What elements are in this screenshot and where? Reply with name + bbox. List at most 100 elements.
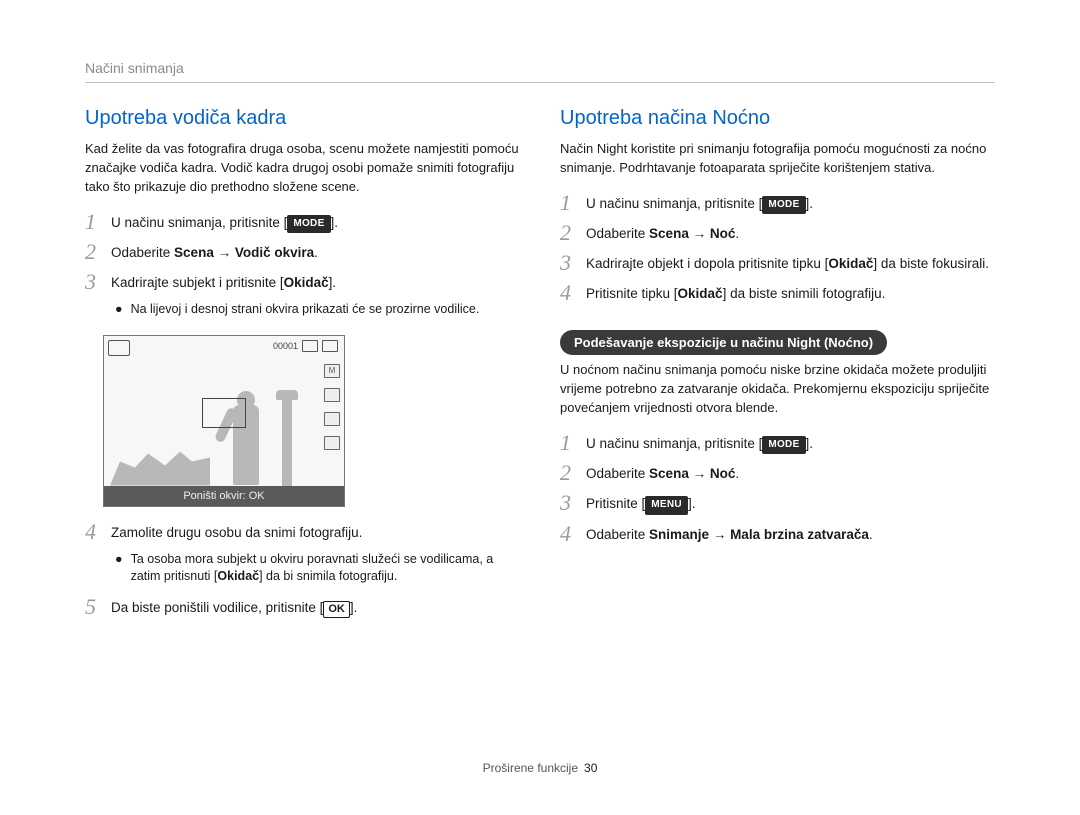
text: Odaberite xyxy=(111,245,174,260)
step-4: 4 Odaberite Snimanje → Mala brzina zatva… xyxy=(560,523,995,545)
step-text: U načinu snimanja, pritisnite [MODE]. xyxy=(111,211,520,234)
lcd-counter: 00001 xyxy=(273,341,298,351)
text: Odaberite xyxy=(586,527,649,542)
step-number: 1 xyxy=(560,192,586,214)
bullet-dot: ● xyxy=(115,551,123,586)
step-text: Kadrirajte subjekt i pritisnite [Okidač]… xyxy=(111,271,520,293)
step-text: Odaberite Scena → Vodič okvira. xyxy=(111,241,520,263)
step-text: Kadrirajte objekt i dopola pritisnite ti… xyxy=(586,252,995,274)
step-4: 4 Zamolite drugu osobu da snimi fotograf… xyxy=(85,521,520,543)
steps-right-b: 1 U načinu snimanja, pritisnite [MODE]. … xyxy=(560,432,995,553)
step-text: Pritisnite tipku [Okidač] da biste snimi… xyxy=(586,282,995,304)
text: U načinu snimanja, pritisnite [ xyxy=(586,436,762,451)
step-text: U načinu snimanja, pritisnite [MODE]. xyxy=(586,192,995,215)
text: ]. xyxy=(331,215,339,230)
bold: Scena → Noć xyxy=(649,466,735,481)
step-3: 3 Kadrirajte objekt i dopola pritisnite … xyxy=(560,252,995,274)
text: ]. xyxy=(350,600,358,615)
bold: Okidač xyxy=(284,275,329,290)
intro-right: Način Night koristite pri snimanju fotog… xyxy=(560,140,995,178)
text: ]. xyxy=(688,496,696,511)
text: ]. xyxy=(806,196,814,211)
step-2: 2 Odaberite Scena → Noć. xyxy=(560,462,995,484)
step-2: 2 Odaberite Scena → Noć. xyxy=(560,222,995,244)
text: ] da biste fokusirali. xyxy=(873,256,989,271)
mode-chip: MODE xyxy=(762,196,805,215)
text: . xyxy=(735,466,739,481)
sub-bullet: ● Ta osoba mora subjekt u okviru poravna… xyxy=(115,551,520,586)
lcd-footer-text: Poništi okvir: OK xyxy=(104,486,344,506)
step-number: 1 xyxy=(560,432,586,454)
bullet-dot: ● xyxy=(115,301,123,319)
step-number: 4 xyxy=(560,523,586,545)
lcd-top-bar: 00001 xyxy=(273,340,338,352)
lcd-battery-icon xyxy=(322,340,338,352)
left-column: Upotreba vodiča kadra Kad želite da vas … xyxy=(85,107,520,741)
step-1: 1 U načinu snimanja, pritisnite [MODE]. xyxy=(85,211,520,234)
exposure-pill: Podešavanje ekspozicije u načinu Night (… xyxy=(560,330,887,355)
step-text: Zamolite drugu osobu da snimi fotografij… xyxy=(111,521,520,543)
step-5: 5 Da biste poništili vodilice, pritisnit… xyxy=(85,596,520,619)
text: ]. xyxy=(329,275,337,290)
step-3: 3 Kadrirajte subjekt i pritisnite [Okida… xyxy=(85,271,520,293)
text: U načinu snimanja, pritisnite [ xyxy=(586,196,762,211)
step-3: 3 Pritisnite [MENU]. xyxy=(560,492,995,515)
text: Odaberite xyxy=(586,466,649,481)
step-number: 3 xyxy=(560,252,586,274)
intro-exposure: U noćnom načinu snimanja pomoću niske br… xyxy=(560,361,995,418)
step-text: Odaberite Snimanje → Mala brzina zatvara… xyxy=(586,523,995,545)
right-column: Upotreba načina Noćno Način Night korist… xyxy=(560,107,995,741)
text: Pritisnite [ xyxy=(586,496,645,511)
step-number: 2 xyxy=(560,462,586,484)
bold: Okidač xyxy=(678,286,723,301)
silhouette-mountains xyxy=(110,446,210,486)
page-footer: Proširene funkcije 30 xyxy=(85,741,995,775)
text: Pritisnite tipku [ xyxy=(586,286,678,301)
sub-bullet: ● Na lijevoj i desnoj strani okvira prik… xyxy=(115,301,520,319)
text: Kadrirajte objekt i dopola pritisnite ti… xyxy=(586,256,828,271)
menu-chip: MENU xyxy=(645,496,688,515)
text: ]. xyxy=(806,436,814,451)
step-number: 1 xyxy=(85,211,111,233)
camera-lcd-illustration: 00001 M xyxy=(103,335,345,507)
text: ] da biste snimili fotografiju. xyxy=(723,286,886,301)
silhouette-lamp xyxy=(282,396,292,486)
step-number: 4 xyxy=(85,521,111,543)
steps-right-a: 1 U načinu snimanja, pritisnite [MODE]. … xyxy=(560,192,995,313)
step-2: 2 Odaberite Scena → Vodič okvira. xyxy=(85,241,520,263)
page-number: 30 xyxy=(584,761,597,775)
step-number: 2 xyxy=(85,241,111,263)
step-text: Da biste poništili vodilice, pritisnite … xyxy=(111,596,520,619)
text: . xyxy=(314,245,318,260)
two-column-layout: Upotreba vodiča kadra Kad želite da vas … xyxy=(85,107,995,741)
steps-left: 1 U načinu snimanja, pritisnite [MODE]. … xyxy=(85,211,520,627)
text: U načinu snimanja, pritisnite [ xyxy=(111,215,287,230)
manual-page: Načini snimanja Upotreba vodiča kadra Ka… xyxy=(0,0,1080,815)
mode-chip: MODE xyxy=(287,215,330,234)
bold: Snimanje → Mala brzina zatvarača xyxy=(649,527,869,542)
text: . xyxy=(735,226,739,241)
step-4: 4 Pritisnite tipku [Okidač] da biste sni… xyxy=(560,282,995,304)
step-number: 4 xyxy=(560,282,586,304)
intro-left: Kad želite da vas fotografira druga osob… xyxy=(85,140,520,197)
step-text: Pritisnite [MENU]. xyxy=(586,492,995,515)
text: ] da bi snimila fotografiju. xyxy=(259,569,397,583)
step-number: 2 xyxy=(560,222,586,244)
sub-text: Ta osoba mora subjekt u okviru poravnati… xyxy=(131,551,520,586)
bold: Okidač xyxy=(828,256,873,271)
breadcrumb: Načini snimanja xyxy=(85,60,995,83)
step-1: 1 U načinu snimanja, pritisnite [MODE]. xyxy=(560,192,995,215)
text: Kadrirajte subjekt i pritisnite [ xyxy=(111,275,284,290)
bold: Okidač xyxy=(217,569,259,583)
lcd-sd-icon xyxy=(302,340,318,352)
step-number: 3 xyxy=(85,271,111,293)
section-title-right: Upotreba načina Noćno xyxy=(560,107,995,130)
ok-chip: OK xyxy=(323,601,350,619)
step-text: Odaberite Scena → Noć. xyxy=(586,222,995,244)
bold: Scena → Vodič okvira xyxy=(174,245,314,260)
sub-text: Na lijevoj i desnoj strani okvira prikaz… xyxy=(131,301,480,319)
text: Da biste poništili vodilice, pritisnite … xyxy=(111,600,323,615)
footer-label: Proširene funkcije xyxy=(483,761,578,775)
step-1: 1 U načinu snimanja, pritisnite [MODE]. xyxy=(560,432,995,455)
step-number: 5 xyxy=(85,596,111,618)
